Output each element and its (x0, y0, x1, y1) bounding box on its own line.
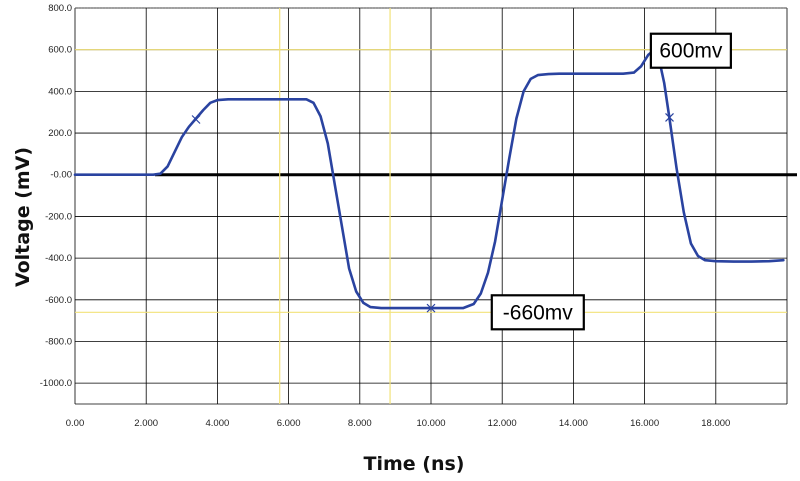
series-point-8 (202, 109, 205, 112)
y-tick-label-1: 600.0 (48, 45, 72, 56)
series-point-30 (472, 303, 475, 305)
series-point-51 (663, 82, 666, 84)
x-tick-label-8: 16.000 (630, 418, 659, 429)
series-point-36 (515, 117, 518, 120)
series-point-14 (269, 98, 272, 101)
series-point-9 (209, 101, 212, 104)
series-point-32 (487, 271, 489, 274)
series-point-11 (227, 98, 229, 101)
y-tick-label-5: -200.0 (45, 211, 72, 222)
y-axis-title: Voltage (mV) (12, 147, 34, 287)
series-point-18 (319, 115, 322, 118)
y-tick-label-7: -600.0 (45, 295, 72, 306)
series-point-27 (394, 307, 397, 310)
series-point-61 (768, 260, 771, 263)
series-point-10 (216, 99, 219, 102)
series-point-62 (782, 259, 785, 262)
x-tick-label-1: 2.000 (134, 418, 158, 429)
series-point-1 (152, 173, 155, 176)
series-point-0 (74, 173, 76, 176)
x-tick-label-0: 0.00 (66, 418, 85, 429)
x-axis-title: Time (ns) (364, 453, 465, 475)
series-point-57 (704, 259, 707, 262)
series-point-16 (305, 98, 308, 101)
series-point-33 (494, 240, 496, 243)
series-point-19 (326, 142, 329, 145)
x-tick-label-7: 14.000 (559, 418, 588, 429)
series-point-41 (558, 72, 561, 75)
series-point-58 (714, 260, 717, 263)
series-point-37 (522, 90, 525, 93)
series-point-4 (173, 150, 176, 153)
series-point-55 (689, 242, 692, 245)
series-point-22 (348, 267, 351, 270)
series-point-60 (750, 260, 753, 263)
y-tick-label-2: 400.0 (48, 86, 72, 97)
x-tick-label-6: 12.000 (488, 418, 517, 429)
series-point-39 (536, 74, 539, 77)
series-point-34 (501, 198, 504, 201)
cursor-marker-stroke-b (191, 115, 201, 124)
annotation-box-1 (490, 294, 585, 331)
series-point-17 (312, 101, 315, 104)
series-point-26 (380, 307, 383, 310)
cursor-marker-1 (426, 303, 436, 313)
series-point-47 (640, 65, 642, 68)
series-point-24 (362, 302, 365, 304)
y-tick-label-4: -0.00 (50, 170, 72, 181)
series-point-45 (622, 72, 625, 75)
series-point-3 (166, 165, 169, 168)
series-point-35 (508, 157, 511, 159)
annotation-layer: 600mv -660mv (490, 32, 732, 331)
series-point-44 (608, 72, 610, 75)
series-point-5 (180, 136, 183, 139)
y-tick-label-9: -1000.0 (40, 378, 72, 389)
x-tick-label-9: 18.000 (701, 418, 730, 429)
grid (74, 7, 788, 405)
annotation-1: -660mv (490, 294, 585, 331)
series-point-2 (159, 172, 162, 175)
series-point-59 (732, 260, 735, 263)
y-tick-label-8: -800.0 (45, 336, 72, 347)
annotation-box-0 (649, 32, 732, 69)
annotation-label-0: 600mv (659, 40, 723, 63)
annotation-label-1: -660mv (503, 301, 574, 324)
series-point-40 (547, 73, 550, 75)
series-point-6 (188, 125, 190, 128)
series-point-43 (590, 72, 593, 75)
y-tick-label-3: 200.0 (48, 128, 72, 139)
series-point-15 (287, 98, 290, 101)
series-point-21 (341, 225, 343, 228)
series-point-54 (682, 211, 685, 214)
series-point-53 (675, 167, 678, 170)
x-tick-label-5: 10.000 (416, 418, 445, 429)
x-tick-label-2: 4.000 (206, 418, 230, 429)
series-point-23 (355, 290, 358, 293)
series-point-29 (462, 307, 464, 310)
x-tick-label-4: 8.000 (348, 418, 372, 429)
series-point-25 (369, 306, 372, 308)
cursor-marker-0 (191, 115, 201, 124)
cursor-marker-stroke-b (426, 303, 436, 313)
x-tick-label-3: 6.000 (277, 418, 301, 429)
cursor-marker-2 (665, 112, 674, 122)
series-point-48 (647, 53, 650, 56)
series-point-38 (529, 77, 532, 80)
series-point-12 (237, 98, 240, 101)
tick-labels: 800.0 600.0 400.0 200.0 -0.00 -200.0 -400.0 -60… (40, 3, 731, 429)
series-point-13 (252, 98, 254, 101)
series-point-46 (633, 71, 635, 74)
y-tick-label-6: -400.0 (45, 253, 72, 264)
series-point-31 (479, 292, 482, 295)
y-tick-label-0: 800.0 (48, 3, 72, 14)
marker-layer (191, 112, 674, 313)
series-point-42 (572, 72, 575, 75)
cursor-marker-stroke-b (665, 112, 674, 122)
series-point-20 (333, 184, 336, 187)
series-point-56 (697, 255, 699, 257)
annotation-0: 600mv (649, 32, 732, 69)
